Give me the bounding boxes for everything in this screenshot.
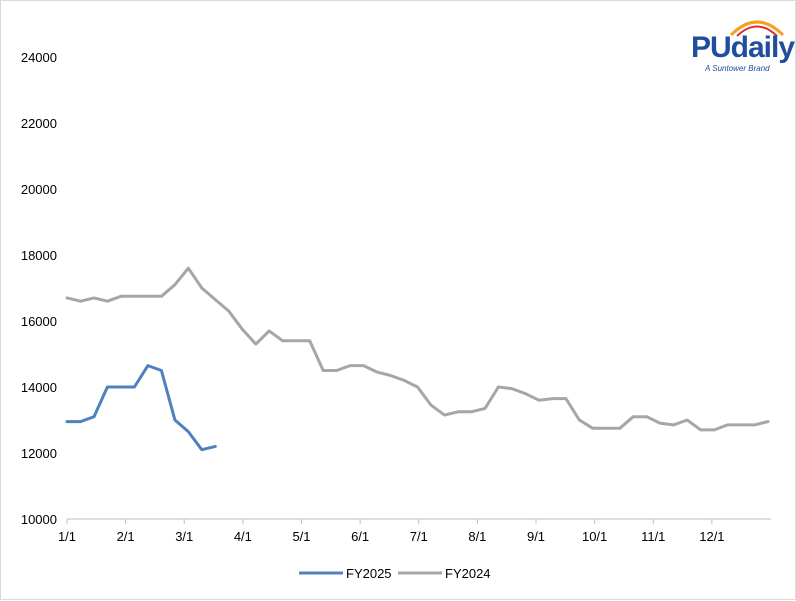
- x-tick-label: 9/1: [527, 529, 545, 544]
- y-tick-label: 18000: [21, 248, 57, 263]
- x-tick-label: 4/1: [234, 529, 252, 544]
- x-tick-label: 7/1: [410, 529, 428, 544]
- x-tick-label: 3/1: [175, 529, 193, 544]
- y-tick-label: 20000: [21, 182, 57, 197]
- x-tick-label: 6/1: [351, 529, 369, 544]
- logo-tagline: A Suntower Brand: [705, 64, 770, 73]
- legend-label-fy2025: FY2025: [346, 566, 392, 581]
- logo-text: PUdaily: [691, 31, 794, 65]
- x-tick-label: 10/1: [582, 529, 607, 544]
- y-axis: 10000 12000 14000 16000 18000 20000 22000 24000: [21, 50, 57, 527]
- x-axis: 1/1 2/1 3/1 4/1 5/1 6/1 7/1 8/1 9/1 10/1 11/1 12/1: [58, 519, 771, 544]
- y-tick-label: 16000: [21, 314, 57, 329]
- y-tick-label: 24000: [21, 50, 57, 65]
- y-tick-label: 22000: [21, 116, 57, 131]
- y-tick-label: 12000: [21, 446, 57, 461]
- series-line-fy2025: [67, 366, 215, 450]
- pudaily-logo: PUdaily A Suntower Brand: [689, 15, 789, 77]
- x-tick-label: 11/1: [641, 529, 665, 544]
- x-tick-label: 5/1: [292, 529, 310, 544]
- x-tick-label: 1/1: [58, 529, 76, 544]
- y-tick-label: 14000: [21, 380, 57, 395]
- legend: FY2025 FY2024: [299, 566, 491, 581]
- x-tick-label: 2/1: [117, 529, 135, 544]
- x-tick-label: 8/1: [468, 529, 486, 544]
- y-tick-label: 10000: [21, 512, 57, 527]
- series-layer: [67, 268, 768, 450]
- x-tick-label: 12/1: [699, 529, 724, 544]
- legend-label-fy2024: FY2024: [445, 566, 491, 581]
